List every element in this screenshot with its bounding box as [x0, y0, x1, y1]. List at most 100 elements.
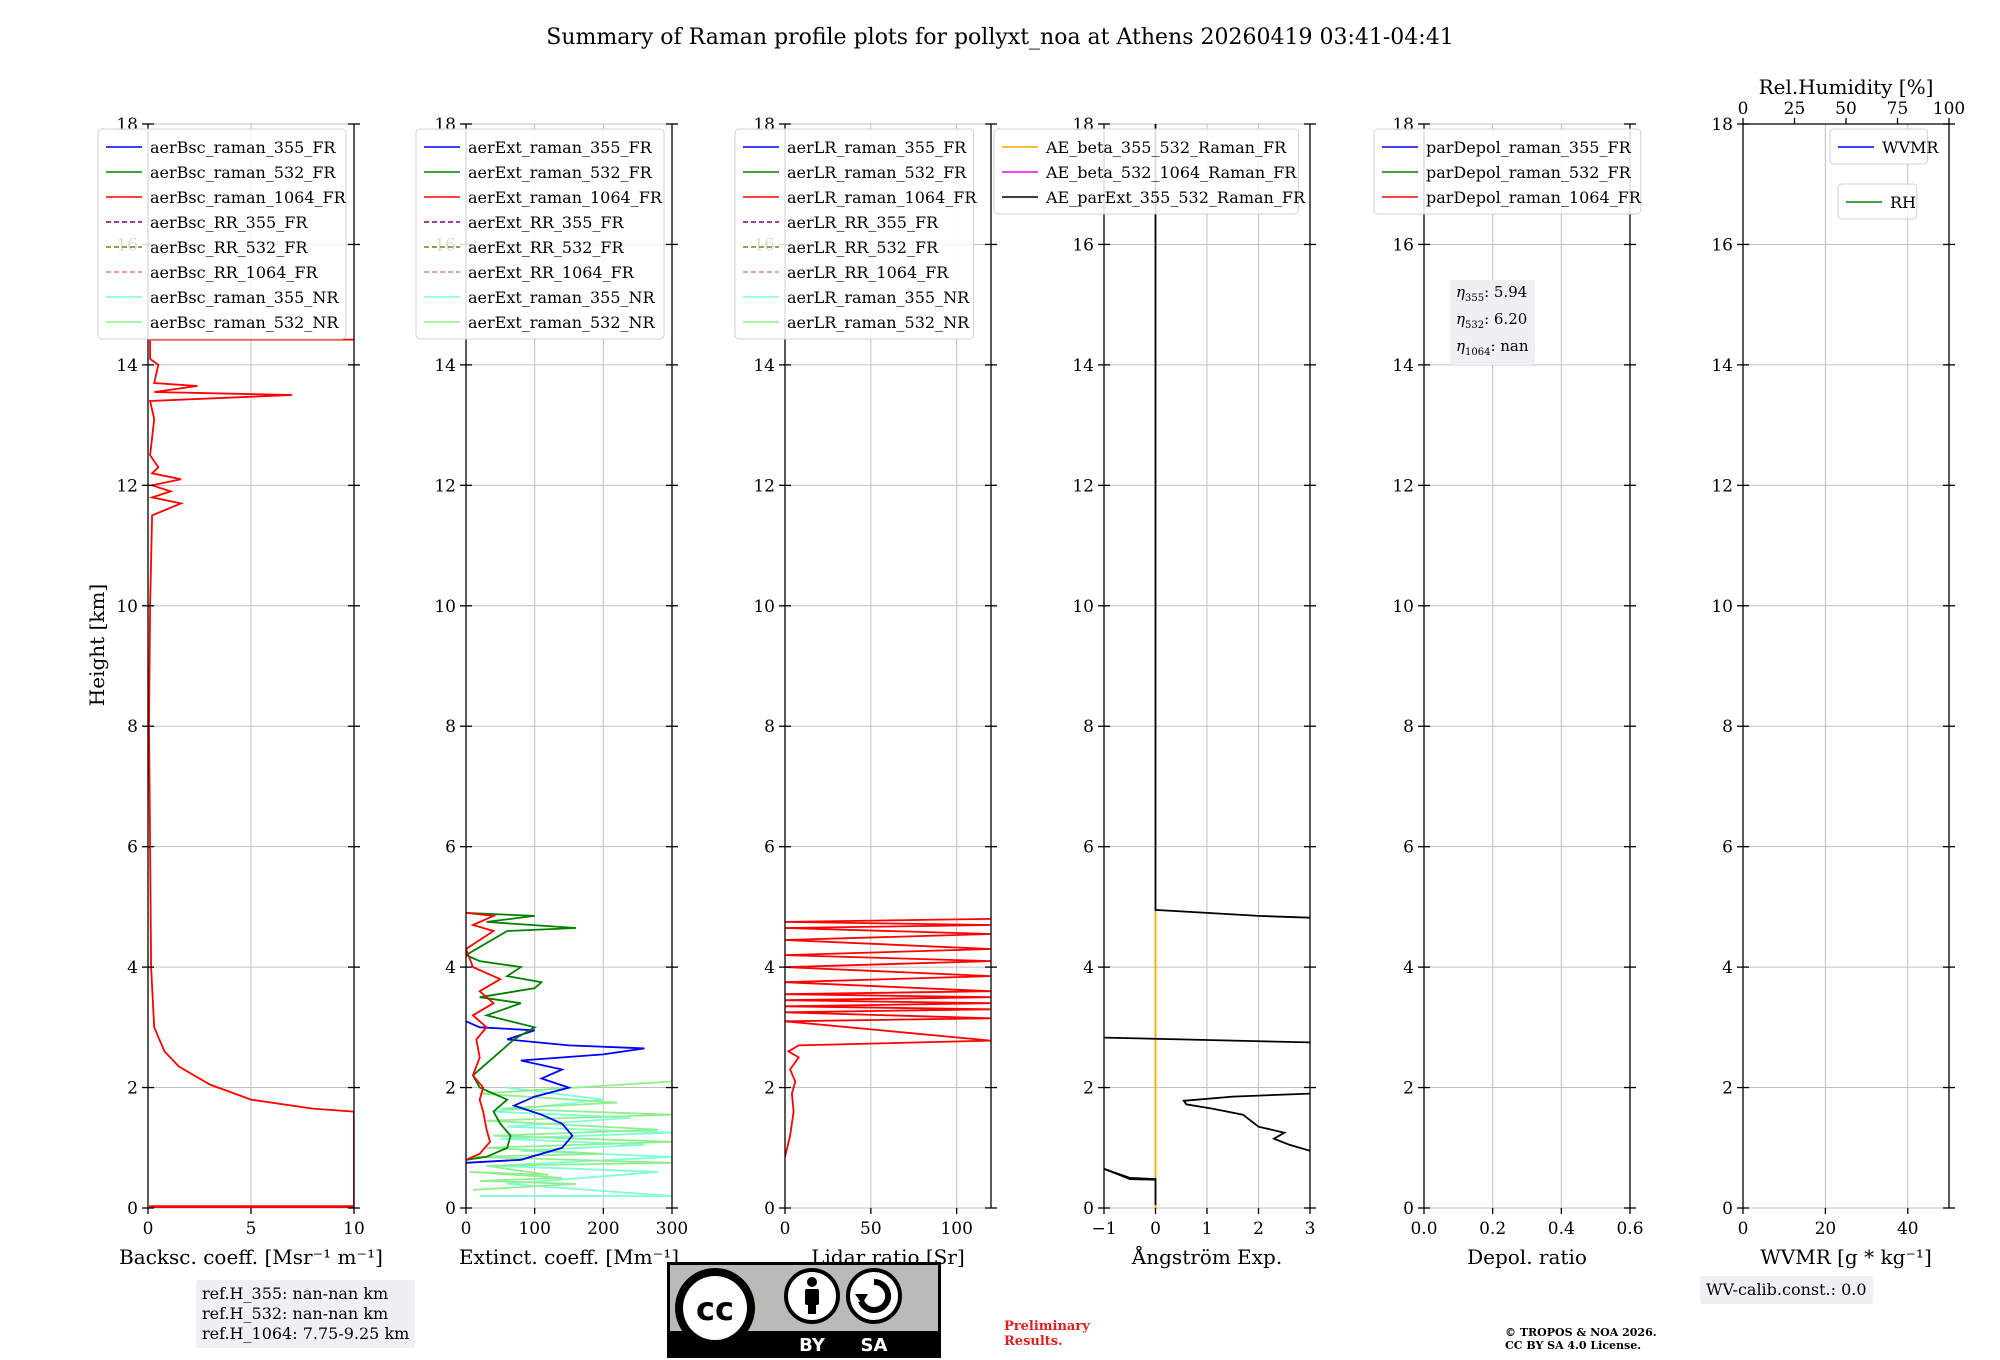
y-tick-label: 6	[1722, 838, 1733, 858]
y-tick-label: 14	[434, 356, 456, 376]
x-tick-label: 40	[1897, 1219, 1919, 1239]
legend-label: WVMR	[1882, 138, 1939, 157]
legend-label: aerBsc_raman_355_NR	[150, 288, 339, 307]
y-tick-label: 8	[764, 717, 775, 737]
y-tick-label: 16	[1711, 235, 1733, 255]
legend-label: aerLR_raman_1064_FR	[787, 188, 977, 207]
y-tick-label: 6	[764, 838, 775, 858]
x-axis-label: Depol. ratio	[1467, 1245, 1587, 1269]
legend-label: aerExt_RR_355_FR	[468, 213, 625, 232]
y-tick-label: 4	[1722, 958, 1733, 978]
y-tick-label: 6	[445, 838, 456, 858]
x-tick-label: 1	[1202, 1219, 1213, 1239]
series-aerExt_raman_532_FR	[466, 912, 576, 1161]
x-axis-label: Extinct. coeff. [Mm⁻¹]	[459, 1245, 679, 1269]
y-tick-label: 14	[1072, 356, 1094, 376]
legend-box	[415, 128, 665, 340]
x-tick-label: 100	[940, 1219, 972, 1239]
y-tick-label: 12	[1072, 476, 1094, 496]
legend-label: AE_beta_355_532_Raman_FR	[1045, 138, 1287, 157]
y-tick-label: 8	[445, 717, 456, 737]
legend-label: aerExt_raman_355_NR	[468, 288, 656, 307]
top-tick-label: 75	[1887, 99, 1909, 119]
x-tick-label: 0	[1738, 1219, 1749, 1239]
x-tick-label: −1	[1091, 1219, 1116, 1239]
y-tick-label: 10	[1711, 597, 1733, 617]
x-tick-label: 0.0	[1410, 1219, 1437, 1239]
series-AE_parExt_355_532_Raman_FR_d	[1154, 124, 1310, 919]
y-tick-label: 14	[1711, 356, 1733, 376]
y-tick-label: 4	[445, 958, 456, 978]
ref-h-1064: ref.H_1064: 7.75-9.25 km	[202, 1324, 410, 1343]
legend-label: aerBsc_RR_532_FR	[150, 238, 308, 257]
y-tick-label: 2	[1083, 1079, 1094, 1099]
x-tick-label: 10	[343, 1219, 365, 1239]
x-tick-label: 0	[780, 1219, 791, 1239]
legend-label: parDepol_raman_1064_FR	[1426, 188, 1642, 207]
x-tick-label: 20	[1815, 1219, 1837, 1239]
y-tick-label: 16	[1072, 235, 1094, 255]
y-tick-label: 16	[1392, 235, 1414, 255]
y-tick-label: 8	[127, 717, 138, 737]
legend-label: aerExt_raman_1064_FR	[468, 188, 663, 207]
legend-label: aerLR_RR_355_FR	[787, 213, 939, 232]
y-tick-label: 8	[1083, 717, 1094, 737]
series-AE_parExt_355_532_Raman_FR_c	[1104, 1036, 1310, 1044]
panel-extinction: 0246810121416180100200300Extinct. coeff.…	[415, 115, 688, 1269]
cc-circle-inner	[683, 1276, 747, 1340]
legend-box	[1373, 128, 1642, 215]
top-tick-label: 50	[1835, 99, 1857, 119]
panel-backscatter: 0246810121416180510Backsc. coeff. [Msr⁻¹…	[97, 115, 383, 1269]
copyright-note: © TROPOS & NOA 2026. CC BY SA 4.0 Licens…	[1505, 1326, 1657, 1352]
y-tick-label: 0	[1722, 1199, 1733, 1219]
x-axis-label: Ångström Exp.	[1131, 1244, 1282, 1269]
preliminary-note: Preliminary Results.	[1004, 1319, 1090, 1349]
eta-532: η532: 6.20	[1456, 310, 1528, 331]
legend-box	[993, 128, 1299, 215]
y-tick-label: 12	[753, 476, 775, 496]
legend-box	[97, 128, 347, 340]
y-tick-label: 4	[1403, 958, 1414, 978]
series-aerExt_raman_355_FR	[466, 1020, 645, 1164]
legend-label: aerLR_raman_532_NR	[787, 313, 970, 332]
x-tick-label: 300	[656, 1219, 688, 1239]
x-tick-label: 200	[587, 1219, 619, 1239]
legend2-label: RH	[1890, 193, 1916, 212]
y-tick-label: 6	[127, 838, 138, 858]
series-aerExt_raman_1064_FR	[466, 912, 503, 1161]
top-tick-label: 100	[1933, 99, 1965, 119]
legend-label: aerLR_raman_355_FR	[787, 138, 967, 157]
cc-logo-text: cc	[696, 1290, 734, 1328]
legend-label: aerLR_raman_355_NR	[787, 288, 970, 307]
y-tick-label: 0	[1083, 1199, 1094, 1219]
legend-label: aerExt_raman_355_FR	[468, 138, 653, 157]
y-tick-label: 8	[1403, 717, 1414, 737]
legend-label: aerBsc_raman_532_NR	[150, 313, 339, 332]
legend-label: parDepol_raman_532_FR	[1426, 163, 1632, 182]
y-tick-label: 14	[116, 356, 138, 376]
y-tick-label: 10	[434, 597, 456, 617]
legend-label: aerLR_RR_1064_FR	[787, 263, 949, 282]
y-tick-label: 0	[127, 1199, 138, 1219]
y-tick-label: 10	[1072, 597, 1094, 617]
ref-h-355: ref.H_355: nan-nan km	[202, 1284, 389, 1303]
legend-label: aerExt_raman_532_NR	[468, 313, 656, 332]
top-axis-label: Rel.Humidity [%]	[1759, 75, 1934, 99]
x-tick-label: 5	[246, 1219, 257, 1239]
y-tick-label: 12	[434, 476, 456, 496]
legend-label: aerBsc_raman_355_FR	[150, 138, 336, 157]
y-tick-label: 4	[127, 958, 138, 978]
top-tick-label: 0	[1738, 99, 1749, 119]
wv-calib-text: WV-calib.const.: 0.0	[1706, 1280, 1867, 1299]
y-tick-label: 12	[1711, 476, 1733, 496]
x-tick-label: 0	[143, 1219, 154, 1239]
y-tick-label: 14	[753, 356, 775, 376]
y-tick-label: 10	[116, 597, 138, 617]
panels: 0246810121416180510Backsc. coeff. [Msr⁻¹…	[97, 75, 1965, 1269]
wv-calib-box: WV-calib.const.: 0.0	[1700, 1276, 1873, 1304]
y-tick-label: 0	[764, 1199, 775, 1219]
x-tick-label: 0.6	[1616, 1219, 1643, 1239]
x-tick-label: 0	[1150, 1219, 1161, 1239]
